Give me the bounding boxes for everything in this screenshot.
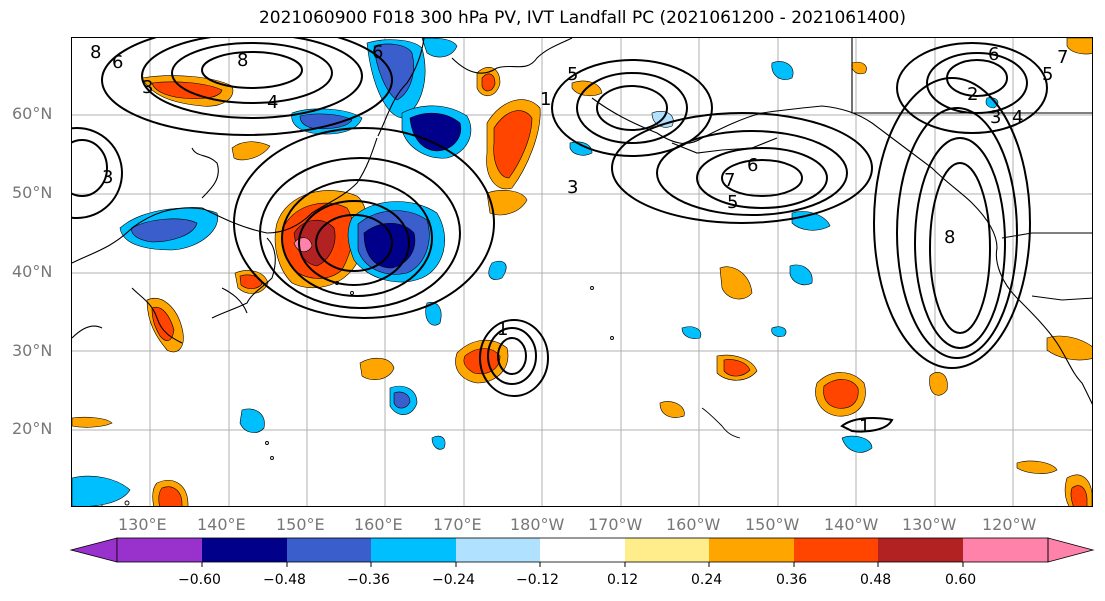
lon-label-130w: 130°W	[902, 515, 957, 534]
map-panel: 8 6 3 8 4 6 3 5 6 7 5 3 1 6 2 5 4 7 3 8 …	[71, 37, 1093, 507]
colorbar-segment	[202, 538, 287, 562]
colorbar	[69, 537, 1095, 567]
colorbar-ticks	[201, 562, 964, 567]
ivt-contours	[72, 38, 1048, 433]
colorbar-segment	[878, 538, 963, 562]
lon-label-120w: 120°W	[982, 515, 1037, 534]
colorbar-segment	[287, 538, 371, 562]
lon-label-160w: 160°W	[666, 515, 721, 534]
contour-label: 5	[1042, 64, 1053, 85]
colorbar-segment	[963, 538, 1048, 562]
colorbar-segment	[1047, 537, 1095, 563]
colorbar-tick-label: 0.12	[607, 572, 639, 588]
contour-label: 3	[102, 167, 113, 188]
contour-label: 3	[990, 107, 1001, 128]
colorbar-segment	[456, 538, 540, 562]
contour-label: 1	[859, 416, 870, 437]
graticule	[72, 38, 1092, 506]
lon-label-160e: 160°E	[354, 515, 403, 534]
islands	[100, 281, 741, 506]
lon-label-170w: 170°W	[588, 515, 643, 534]
contour-label: 6	[747, 155, 758, 176]
lat-label-30n: 30°N	[12, 341, 53, 360]
colorbar-tick-label: 0.24	[691, 572, 723, 588]
lon-label-150w: 150°W	[745, 515, 800, 534]
colorbar-tick-label: 0.60	[945, 572, 977, 588]
colorbar-tick-label: 0.36	[776, 572, 808, 588]
pv-shading	[72, 38, 1092, 506]
colorbar-tick-label: 0.48	[860, 572, 892, 588]
map-canvas: 8 6 3 8 4 6 3 5 6 7 5 3 1 6 2 5 4 7 3 8 …	[72, 38, 1092, 506]
colorbar-tick-label: −0.60	[178, 572, 221, 588]
lat-label-40n: 40°N	[12, 262, 53, 281]
colorbar-tick-label: −0.48	[263, 572, 306, 588]
lon-label-140e: 140°E	[197, 515, 246, 534]
contour-label: 8	[237, 50, 248, 71]
colorbar-segment	[371, 538, 456, 562]
contour-label: 6	[372, 42, 383, 63]
contour-label: 6	[988, 44, 999, 65]
colorbar-outline	[116, 537, 1049, 563]
contour-label: 8	[90, 42, 101, 63]
lon-label-170e: 170°E	[433, 515, 482, 534]
lon-label-140w: 140°W	[824, 515, 879, 534]
contour-label: 7	[724, 170, 735, 191]
contour-label: 4	[267, 92, 278, 113]
chart-title: 2021060900 F018 300 hPa PV, IVT Landfall…	[258, 8, 906, 28]
lon-label-150e: 150°E	[276, 515, 325, 534]
contour-label: 5	[567, 64, 578, 85]
lat-label-60n: 60°N	[12, 104, 53, 123]
contour-label: 3	[567, 177, 578, 198]
contour-label: 1	[497, 319, 508, 340]
contour-label: 5	[727, 192, 738, 213]
colorbar-tick-label: −0.12	[516, 572, 559, 588]
lon-label-130e: 130°E	[118, 515, 167, 534]
lat-label-20n: 20°N	[12, 419, 53, 438]
colorbar-segment	[709, 538, 794, 562]
contour-label: 4	[1012, 107, 1023, 128]
contour-label-group: 8 6 3 8 4 6 3 5 6 7 5 3 1 6 2 5 4 7 3 8 …	[90, 42, 1068, 437]
contour-label: 8	[944, 227, 955, 248]
colorbar-tick-label: −0.36	[347, 572, 390, 588]
colorbar-segment	[69, 537, 118, 563]
colorbar-segment	[794, 538, 878, 562]
contour-label: 2	[967, 84, 978, 105]
contour-label: 1	[540, 89, 551, 110]
contour-label: 7	[1057, 47, 1068, 68]
colorbar-segment	[117, 538, 202, 562]
lat-label-50n: 50°N	[12, 183, 53, 202]
contour-label: 3	[142, 77, 153, 98]
colorbar-tick-label: −0.24	[432, 572, 475, 588]
contour-label: 6	[112, 52, 123, 73]
colorbar-segment	[625, 538, 709, 562]
colorbar-segment	[540, 538, 625, 562]
lon-label-180w: 180°W	[510, 515, 565, 534]
